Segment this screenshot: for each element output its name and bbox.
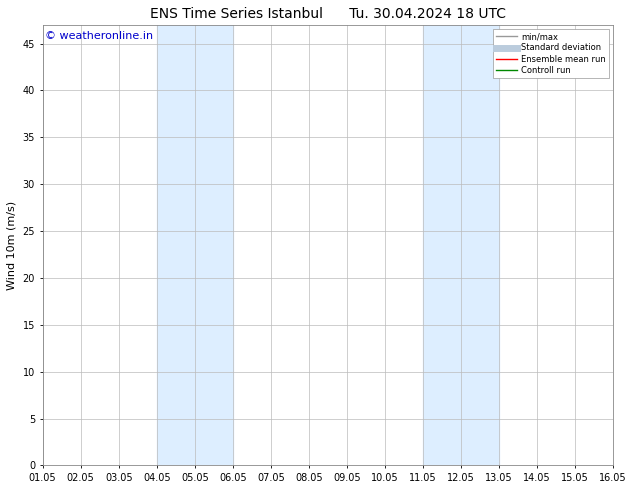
Legend: min/max, Standard deviation, Ensemble mean run, Controll run: min/max, Standard deviation, Ensemble me… xyxy=(493,29,609,78)
Text: © weatheronline.in: © weatheronline.in xyxy=(46,31,153,42)
Title: ENS Time Series Istanbul      Tu. 30.04.2024 18 UTC: ENS Time Series Istanbul Tu. 30.04.2024 … xyxy=(150,7,506,21)
Bar xyxy=(423,25,499,465)
Bar xyxy=(157,25,233,465)
Y-axis label: Wind 10m (m/s): Wind 10m (m/s) xyxy=(7,200,17,290)
